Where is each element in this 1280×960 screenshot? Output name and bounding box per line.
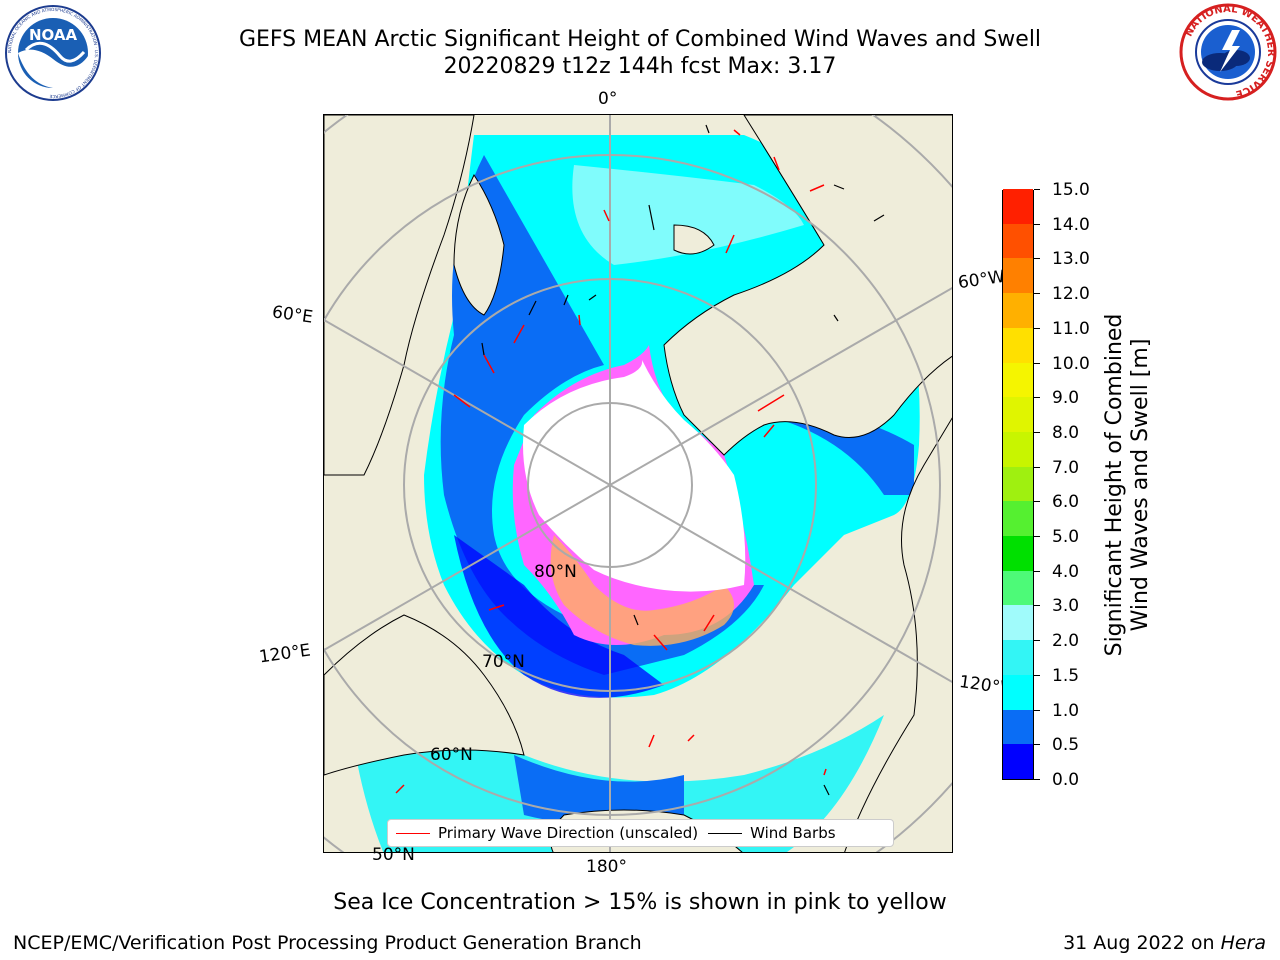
colorbar-segment (1003, 639, 1033, 675)
colorbar-tick-label: 8.0 (1033, 423, 1079, 443)
wind-barbs (481, 124, 885, 796)
colorbar-segment (1003, 604, 1033, 641)
noaa-logo: NOAA NATIONAL OCEANIC AND ATMOSPHERIC AD… (4, 4, 102, 102)
lon-0-label-top: 0° (598, 89, 618, 109)
colorbar-segment (1003, 570, 1033, 606)
colorbar-segment (1003, 292, 1033, 328)
colorbar-tick-label: 5.0 (1033, 527, 1079, 547)
chart-title: GEFS MEAN Arctic Significant Height of C… (238, 27, 1042, 52)
colorbar-label: Significant Height of Combined Wind Wave… (1102, 314, 1154, 657)
colorbar-tick-label: 1.5 (1033, 666, 1079, 686)
colorbar-segment (1003, 327, 1033, 363)
lon-180-label: 180° (586, 857, 627, 877)
colorbar-tick-label: 9.0 (1033, 388, 1079, 408)
colorbar-tick-label: 14.0 (1034, 215, 1090, 235)
lat-50-label: 50°N (372, 845, 415, 865)
colorbar-segment (1003, 362, 1033, 398)
colorbar-tick-label: 12.0 (1034, 284, 1090, 304)
colorbar-tick-label: 0.0 (1033, 770, 1079, 790)
colorbar-tick-label: 13.0 (1034, 249, 1090, 269)
lat-60-label: 60°N (430, 745, 473, 765)
chart-subtitle: 20220829 t12z 144h fcst Max: 3.17 (443, 54, 837, 79)
colorbar-segment (1003, 188, 1033, 224)
colorbar-tick-label: 3.0 (1033, 596, 1079, 616)
colorbar-segment (1003, 535, 1033, 571)
colorbar-tick-label: 1.0 (1033, 701, 1079, 721)
map-legend: Primary Wave Direction (unscaled) Wind B… (387, 819, 894, 847)
colorbar-tick-label: 2.0 (1033, 631, 1079, 651)
lon-60e-label: 60°E (270, 302, 315, 328)
land-masses (324, 115, 952, 852)
colorbar-segment (1003, 466, 1033, 502)
footer-branch: NCEP/EMC/Verification Post Processing Pr… (13, 932, 642, 954)
colorbar-segment (1003, 257, 1033, 294)
map-caption: Sea Ice Concentration > 15% is shown in … (333, 890, 947, 915)
lon-60w-label: 60°W (956, 266, 1007, 294)
colorbar-segment (1003, 431, 1033, 467)
arctic-map: 0° 80°N 70°N 60°N Primary Wave Direction… (323, 114, 953, 853)
footer-machine: Hera (1220, 932, 1266, 954)
colorbar-tick-label: 11.0 (1034, 319, 1090, 339)
colorbar-segment (1003, 396, 1033, 432)
lon-120e-label: 120°E (257, 640, 312, 668)
colorbar-tick-label: 4.0 (1033, 562, 1079, 582)
legend-wave-entry: Primary Wave Direction (unscaled) (396, 824, 698, 842)
colorbar (1002, 188, 1034, 780)
colorbar-segment (1003, 674, 1033, 710)
colorbar-tick-label: 10.0 (1034, 354, 1090, 374)
sea-ice (512, 345, 754, 646)
colorbar-tick-label: 7.0 (1033, 458, 1079, 478)
lat-70-label: 70°N (482, 652, 525, 672)
colorbar-segment (1003, 500, 1033, 537)
colorbar-segment (1003, 709, 1033, 745)
legend-wind-entry: Wind Barbs (708, 824, 836, 842)
footer-date-text: 31 Aug 2022 on (1063, 932, 1221, 954)
colorbar-label-line1: Significant Height of Combined (1102, 313, 1127, 657)
colorbar-tick-label: 15.0 (1034, 180, 1090, 200)
lat-80-label: 80°N (534, 562, 577, 582)
colorbar-segment (1003, 743, 1033, 779)
graticule (324, 115, 952, 852)
svg-text:NOAA: NOAA (29, 26, 78, 44)
footer-date: 31 Aug 2022 on Hera (1063, 932, 1266, 954)
wave-arrows (395, 129, 827, 794)
colorbar-segment (1003, 223, 1033, 259)
colorbar-tick-label: 6.0 (1033, 492, 1079, 512)
colorbar-tick-label: 0.5 (1033, 735, 1079, 755)
colorbar-label-line2: Wind Waves and Swell [m] (1128, 338, 1153, 632)
nws-logo: NATIONAL WEATHER SERVICE (1178, 2, 1278, 102)
